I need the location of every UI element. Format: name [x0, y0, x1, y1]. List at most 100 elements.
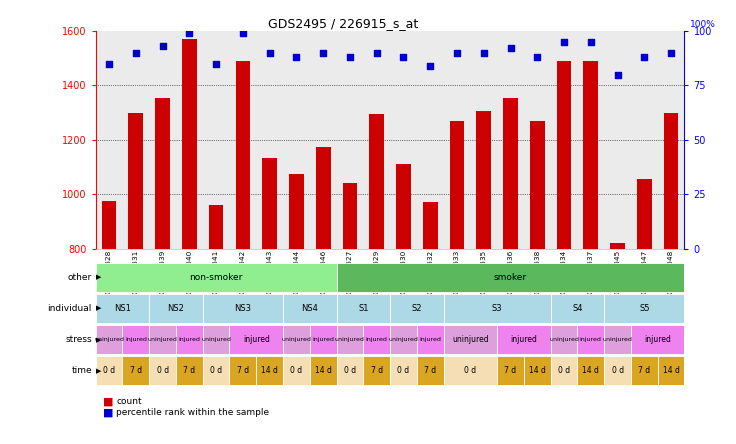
Text: 14 d: 14 d [529, 366, 545, 375]
Bar [310, 357, 336, 385]
Point [263, 49, 275, 56]
Point [638, 54, 650, 61]
Text: uninjured: uninjured [335, 337, 365, 342]
Bar [336, 263, 684, 292]
Title: GDS2495 / 226915_s_at: GDS2495 / 226915_s_at [268, 17, 418, 30]
Point [478, 49, 489, 56]
Point [157, 43, 169, 50]
Bar [476, 111, 491, 249]
Text: S3: S3 [492, 304, 503, 313]
Bar [176, 325, 202, 354]
Text: uninjured: uninjured [603, 337, 632, 342]
Bar [578, 325, 604, 354]
Text: S1: S1 [358, 304, 369, 313]
Bar [390, 357, 417, 385]
Bar [551, 357, 578, 385]
Text: other: other [68, 273, 92, 282]
Text: uninjured: uninjured [549, 337, 579, 342]
Text: uninjured: uninjured [452, 335, 489, 344]
Bar [551, 294, 604, 323]
Bar [155, 98, 170, 249]
Text: ■: ■ [103, 397, 113, 407]
Text: stress: stress [66, 335, 92, 344]
Bar [336, 357, 364, 385]
Point [397, 54, 409, 61]
Point [317, 49, 329, 56]
Text: 7 d: 7 d [183, 366, 196, 375]
Text: percentile rank within the sample: percentile rank within the sample [116, 408, 269, 417]
Bar [497, 325, 551, 354]
Bar [364, 325, 390, 354]
Bar [122, 325, 149, 354]
Bar [524, 357, 551, 385]
Bar [390, 325, 417, 354]
Bar [631, 357, 658, 385]
Bar [423, 202, 438, 249]
Point [531, 54, 543, 61]
Bar [369, 114, 384, 249]
Bar [149, 325, 176, 354]
Bar [96, 263, 336, 292]
Point [558, 39, 570, 46]
Bar [96, 325, 122, 354]
Text: S5: S5 [639, 304, 650, 313]
Text: 0 d: 0 d [397, 366, 409, 375]
Point [103, 60, 115, 67]
Bar [202, 294, 283, 323]
Text: count: count [116, 397, 142, 406]
Point [210, 60, 222, 67]
Bar [450, 121, 464, 249]
Text: ▶: ▶ [96, 368, 101, 374]
Text: injured: injured [580, 337, 602, 342]
Bar [202, 357, 230, 385]
Text: injured: injured [178, 337, 200, 342]
Bar [336, 325, 364, 354]
Bar [96, 357, 122, 385]
Text: uninjured: uninjured [148, 337, 177, 342]
Text: 0 d: 0 d [290, 366, 302, 375]
Text: NS4: NS4 [301, 304, 318, 313]
Text: ▶: ▶ [96, 305, 101, 312]
Text: ▶: ▶ [96, 274, 101, 281]
Bar [604, 325, 631, 354]
Bar [283, 294, 336, 323]
Bar [209, 205, 224, 249]
Bar [396, 164, 411, 249]
Bar [658, 357, 684, 385]
Bar [604, 294, 684, 323]
Text: time: time [71, 366, 92, 375]
Bar [182, 39, 197, 249]
Bar [149, 357, 176, 385]
Bar [96, 294, 149, 323]
Text: 14 d: 14 d [261, 366, 278, 375]
Bar [129, 113, 144, 249]
Point [612, 71, 623, 78]
Text: 0 d: 0 d [612, 366, 623, 375]
Text: ■: ■ [103, 408, 113, 418]
Bar [390, 294, 444, 323]
Point [344, 54, 355, 61]
Point [291, 54, 302, 61]
Bar [417, 325, 444, 354]
Bar [230, 357, 256, 385]
Bar [556, 61, 571, 249]
Bar [176, 357, 202, 385]
Bar [497, 357, 524, 385]
Text: injured: injured [644, 335, 671, 344]
Bar [289, 174, 304, 249]
Text: injured: injured [366, 337, 388, 342]
Text: 0 d: 0 d [344, 366, 356, 375]
Text: 7 d: 7 d [638, 366, 651, 375]
Point [371, 49, 383, 56]
Text: 7 d: 7 d [504, 366, 517, 375]
Bar [230, 325, 283, 354]
Bar [342, 183, 357, 249]
Text: 100%: 100% [690, 20, 716, 29]
Bar [310, 325, 336, 354]
Bar [316, 147, 330, 249]
Bar [444, 357, 497, 385]
Bar [530, 121, 545, 249]
Text: injured: injured [243, 335, 269, 344]
Text: S4: S4 [572, 304, 583, 313]
Text: non-smoker: non-smoker [189, 273, 243, 282]
